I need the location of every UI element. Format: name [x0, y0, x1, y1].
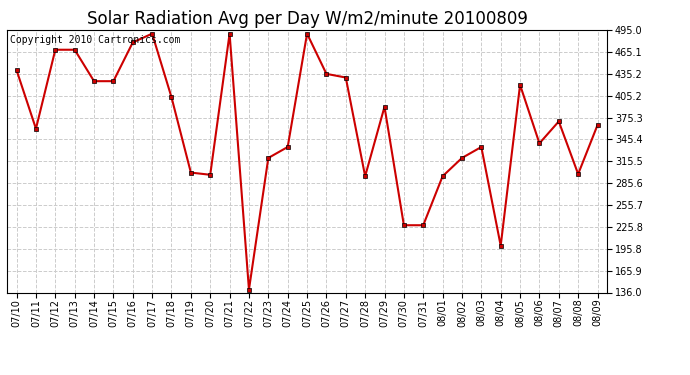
Text: Copyright 2010 Cartronics.com: Copyright 2010 Cartronics.com — [10, 35, 180, 45]
Title: Solar Radiation Avg per Day W/m2/minute 20100809: Solar Radiation Avg per Day W/m2/minute … — [87, 10, 527, 28]
